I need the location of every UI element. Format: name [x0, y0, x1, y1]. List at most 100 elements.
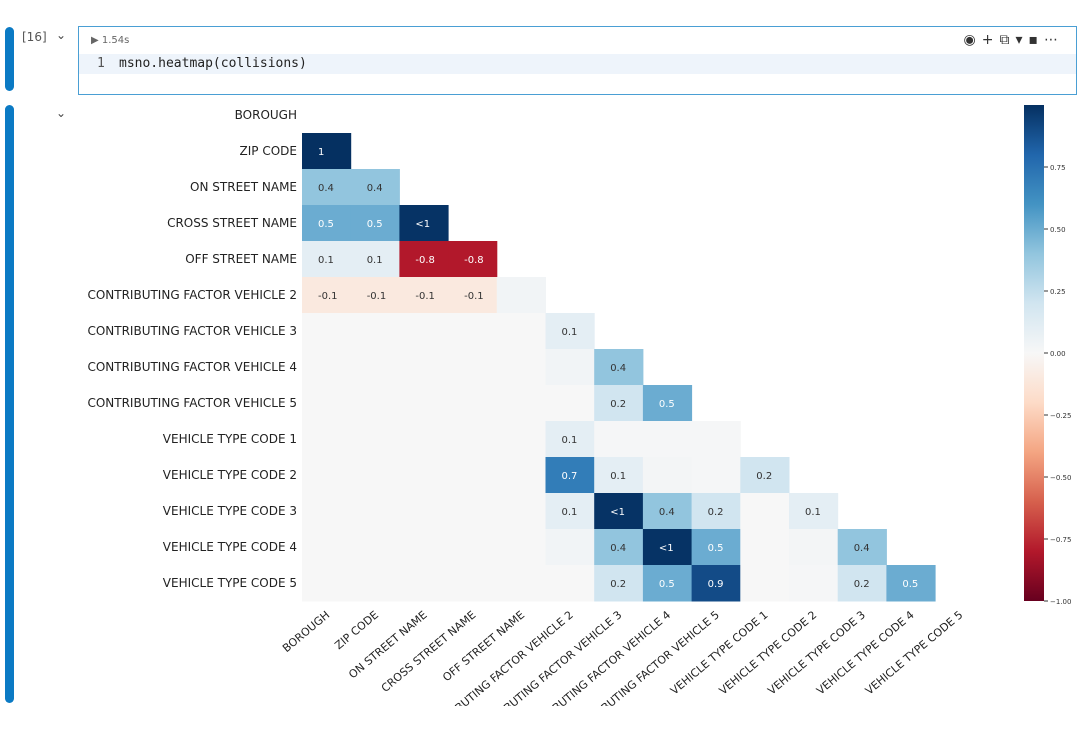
- heatmap-cell: [399, 241, 449, 278]
- heatmap-cell: [302, 529, 352, 566]
- heatmap-cell: [399, 385, 449, 422]
- heatmap-cell: [350, 565, 400, 602]
- heatmap-cell: [691, 457, 741, 494]
- code-line: 1 msno.heatmap(collisions): [79, 54, 1076, 74]
- heatmap-cell: [350, 421, 400, 458]
- heatmap-cell: [545, 529, 595, 566]
- heatmap-cell: [448, 277, 498, 314]
- heatmap-cell: [350, 457, 400, 494]
- heatmap-cell: [496, 493, 546, 530]
- y-tick-label: VEHICLE TYPE CODE 3: [163, 504, 297, 518]
- cell-label: 0.4: [367, 183, 383, 194]
- heatmap-cell: [399, 349, 449, 386]
- heatmap-cell: [789, 529, 839, 566]
- cell-label: <1: [415, 219, 430, 230]
- y-tick-label: BOROUGH: [235, 108, 297, 122]
- colorbar-tick-label: 0.25: [1050, 288, 1066, 296]
- heatmap-cell: [594, 457, 644, 494]
- heatmap-cell: [642, 385, 693, 422]
- colorbar-tick-label: 0.75: [1050, 164, 1066, 172]
- y-tick-label: ZIP CODE: [240, 144, 297, 158]
- cell-label: 0.1: [562, 435, 578, 446]
- cell-label: 0.4: [854, 543, 870, 554]
- output-toggle[interactable]: ⌄: [56, 106, 67, 120]
- heatmap-cell: [837, 565, 887, 602]
- y-tick-label: CONTRIBUTING FACTOR VEHICLE 3: [87, 324, 297, 338]
- cell-label: 0.1: [610, 471, 626, 482]
- cell-label: 0.5: [708, 543, 724, 554]
- code-cell[interactable]: ▶ 1.54s ◉+⧉▾▪⋯ 1 msno.heatmap(collisions…: [78, 26, 1077, 95]
- colorbar-tick-label: −0.50: [1050, 474, 1071, 482]
- heatmap-cell: [448, 385, 498, 422]
- heatmap-cell: [740, 529, 790, 566]
- heatmap-cell: [350, 277, 400, 314]
- heatmap-cell: [399, 421, 449, 458]
- heatmap-cell: [399, 457, 449, 494]
- cell-label: 0.4: [659, 507, 675, 518]
- heatmap-cell: [545, 349, 595, 386]
- cell-label: 0.2: [610, 579, 626, 590]
- heatmap-cell: [691, 421, 741, 458]
- run-status: ▶ 1.54s: [91, 35, 130, 46]
- heatmap-cell: [496, 421, 546, 458]
- heatmap-cell: [399, 493, 449, 530]
- heatmap-cell: [496, 277, 546, 314]
- collapse-toggle[interactable]: ⌄: [56, 28, 67, 42]
- heatmap-cell: [399, 277, 449, 314]
- x-tick-label: OFF STREET NAME: [440, 608, 527, 684]
- cell-label: <1: [659, 543, 674, 554]
- heatmap-cell: [350, 205, 400, 242]
- colorbar: [1024, 105, 1044, 601]
- line-number: 1: [97, 56, 105, 71]
- cell-indicator: [5, 27, 14, 91]
- heatmap-cell: [302, 457, 352, 494]
- heatmap-cell: [448, 349, 498, 386]
- heatmap-cell: [545, 385, 595, 422]
- cell-label: 0.1: [367, 255, 383, 266]
- heatmap-cell: [496, 349, 546, 386]
- duration: 1.54s: [101, 35, 130, 46]
- heatmap-cell: [350, 241, 400, 278]
- heatmap-cell: [837, 529, 887, 566]
- heatmap-cell: [496, 565, 546, 602]
- y-tick-label: CONTRIBUTING FACTOR VEHICLE 5: [87, 396, 297, 410]
- cell-label: <1: [610, 507, 625, 518]
- heatmap-cell: [302, 385, 352, 422]
- cell-label: 0.2: [756, 471, 772, 482]
- x-tick-label: CROSS STREET NAME: [379, 608, 479, 695]
- heatmap-cell: [302, 493, 352, 530]
- output-indicator: [5, 105, 14, 703]
- heatmap-cell: [350, 529, 400, 566]
- cell-toolbar[interactable]: ◉+⧉▾▪⋯: [963, 32, 1064, 48]
- heatmap-cell: [350, 169, 400, 206]
- cell-label: 0.2: [708, 507, 724, 518]
- cell-label: 0.4: [318, 183, 334, 194]
- heatmap-cell: [594, 349, 644, 386]
- heatmap-cell: [448, 421, 498, 458]
- cell-label: 0.1: [562, 507, 578, 518]
- heatmap-cell: [496, 457, 546, 494]
- heatmap-cell: [302, 241, 352, 278]
- cell-label: 0.9: [708, 579, 724, 590]
- cell-label: 0.5: [659, 579, 675, 590]
- heatmap-cell: [350, 313, 400, 350]
- cell-label: 0.2: [610, 399, 626, 410]
- y-tick-label: ON STREET NAME: [190, 180, 297, 194]
- heatmap-cell: [594, 493, 644, 530]
- cell-label: -0.1: [464, 291, 484, 302]
- heatmap-cell: [691, 493, 741, 530]
- cell-label: -0.1: [318, 291, 338, 302]
- heatmap-cell: [740, 457, 790, 494]
- y-tick-label: CROSS STREET NAME: [167, 216, 297, 230]
- heatmap-cell: [302, 349, 352, 386]
- heatmap-cell: [545, 313, 595, 350]
- heatmap-cell: [691, 565, 741, 602]
- x-tick-label: ZIP CODE: [332, 608, 381, 652]
- heatmap-cell: [642, 457, 693, 494]
- heatmap-cell: [642, 529, 693, 566]
- heatmap-cell: [594, 385, 644, 422]
- y-tick-label: VEHICLE TYPE CODE 1: [163, 432, 297, 446]
- heatmap-cell: [789, 493, 839, 530]
- heatmap-cell: [545, 493, 595, 530]
